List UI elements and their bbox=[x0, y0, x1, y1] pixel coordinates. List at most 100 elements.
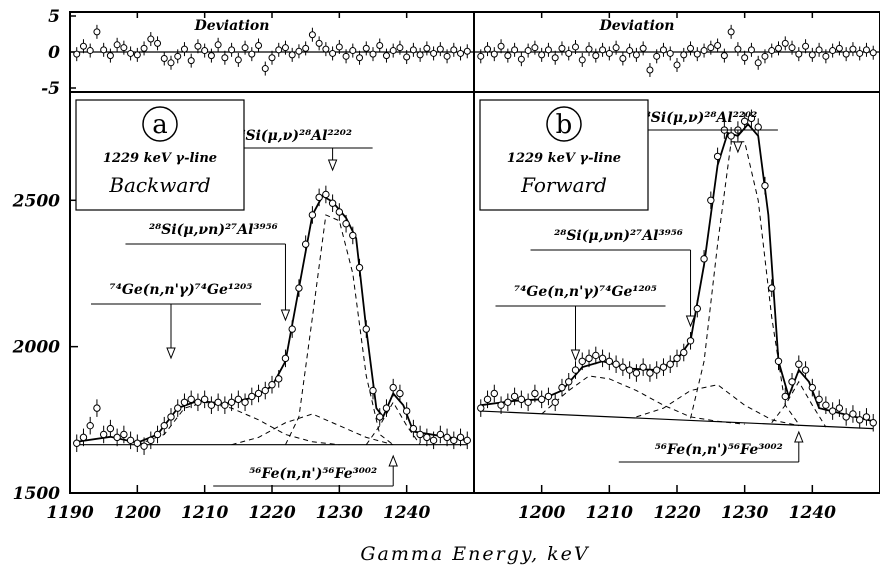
data-point bbox=[666, 360, 674, 368]
deviation-point bbox=[295, 47, 303, 55]
panel-labels: a 1229 keV γ-line Backward b 1229 keV γ-line… bbox=[75, 99, 649, 211]
deviation-point bbox=[288, 51, 296, 59]
deviation-point bbox=[308, 31, 316, 39]
data-point bbox=[140, 442, 148, 450]
data-point bbox=[86, 421, 94, 430]
data-point bbox=[822, 401, 830, 409]
deviation-point bbox=[862, 46, 870, 54]
deviation-point bbox=[842, 50, 850, 58]
data-point bbox=[544, 392, 553, 401]
annotation-arrowhead bbox=[685, 315, 696, 328]
deviation-point bbox=[578, 56, 586, 64]
deviation-point bbox=[450, 46, 458, 54]
deviation-point bbox=[73, 50, 81, 58]
data-point bbox=[133, 439, 142, 447]
data-point bbox=[747, 114, 756, 123]
data-point bbox=[835, 404, 844, 412]
deviation-point bbox=[187, 57, 195, 65]
panel-label-circle bbox=[546, 106, 582, 142]
data-point bbox=[180, 398, 189, 406]
deviation-point bbox=[680, 51, 688, 59]
deviation-label: Deviation bbox=[599, 18, 675, 34]
data-point bbox=[174, 404, 182, 412]
data-point bbox=[301, 240, 310, 248]
data-point bbox=[558, 383, 566, 392]
deviation-point bbox=[781, 39, 789, 47]
data-point bbox=[659, 363, 668, 371]
data-point bbox=[126, 436, 135, 445]
deviation-point bbox=[775, 44, 782, 52]
deviation-point bbox=[322, 45, 330, 53]
deviation-label: Deviation bbox=[194, 18, 270, 34]
deviation-point bbox=[754, 59, 762, 67]
annotations: ²⁸Si(μ,ν)²⁸Al²²⁰² ²⁸Si(μ,νn)²⁷Al³⁹⁵⁶ ⁷⁴Ge(… bbox=[91, 110, 804, 487]
data-point bbox=[221, 401, 229, 409]
deviation-point bbox=[822, 52, 830, 60]
data-point bbox=[551, 398, 559, 406]
data-point bbox=[429, 436, 438, 445]
data-point bbox=[207, 401, 216, 409]
data-point bbox=[531, 389, 539, 398]
deviation-point bbox=[524, 47, 532, 55]
x-tick-label: 1210 bbox=[181, 503, 228, 523]
deviation-point bbox=[626, 47, 634, 55]
deviation-point bbox=[86, 47, 94, 55]
data-point bbox=[261, 386, 269, 395]
annotation-arrowhead bbox=[570, 349, 581, 362]
data-point bbox=[120, 430, 128, 439]
y-tick-label: 2500 bbox=[12, 191, 60, 211]
deviation-point bbox=[93, 28, 101, 36]
data-point bbox=[774, 357, 783, 365]
data-point bbox=[248, 392, 256, 401]
data-point bbox=[517, 395, 526, 404]
deviation-point bbox=[201, 47, 209, 55]
data-point bbox=[214, 398, 222, 406]
deviation-point bbox=[174, 52, 182, 60]
data-point bbox=[801, 366, 810, 374]
data-point bbox=[700, 255, 708, 263]
deviation-point bbox=[639, 44, 647, 52]
data-point bbox=[402, 407, 411, 415]
x-tick-label: 1240 bbox=[383, 503, 430, 523]
data-point bbox=[382, 404, 391, 412]
x-axis-title: Gamma Energy, keV bbox=[360, 543, 590, 565]
deviation-point bbox=[497, 42, 505, 50]
data-point bbox=[862, 413, 871, 421]
data-point bbox=[200, 395, 209, 404]
deviation-point bbox=[687, 44, 695, 52]
x-tick-label: 1220 bbox=[248, 503, 295, 523]
deviation-point bbox=[856, 49, 864, 57]
deviation-point bbox=[788, 44, 796, 52]
data-point bbox=[106, 424, 115, 433]
panel-label: b bbox=[556, 110, 573, 140]
data-point bbox=[254, 389, 263, 398]
data-point bbox=[450, 436, 458, 445]
deviation-plots: Deviation Deviation bbox=[70, 18, 880, 77]
deviation-point bbox=[302, 44, 310, 52]
data-point bbox=[632, 369, 641, 377]
deviation-point bbox=[248, 50, 256, 58]
data-point bbox=[362, 325, 370, 333]
deviation-point bbox=[646, 66, 654, 74]
deviation-point bbox=[653, 52, 661, 60]
data-point bbox=[598, 354, 607, 363]
background-line bbox=[480, 410, 874, 430]
data-point bbox=[227, 398, 236, 406]
deviation-point bbox=[241, 44, 249, 52]
data-point bbox=[194, 398, 202, 406]
data-point bbox=[605, 357, 614, 365]
data-point bbox=[653, 366, 661, 374]
data-point bbox=[409, 424, 418, 433]
deviation-point bbox=[849, 45, 857, 53]
deviation-point bbox=[403, 53, 411, 61]
data-point bbox=[808, 383, 817, 392]
deviation-point bbox=[389, 47, 397, 55]
deviation-point bbox=[457, 49, 465, 57]
data-point bbox=[389, 383, 397, 392]
data-point bbox=[625, 366, 634, 374]
main-frame bbox=[69, 11, 880, 494]
data-point bbox=[504, 398, 512, 406]
data-point bbox=[113, 433, 121, 442]
deviation-point bbox=[423, 44, 431, 52]
